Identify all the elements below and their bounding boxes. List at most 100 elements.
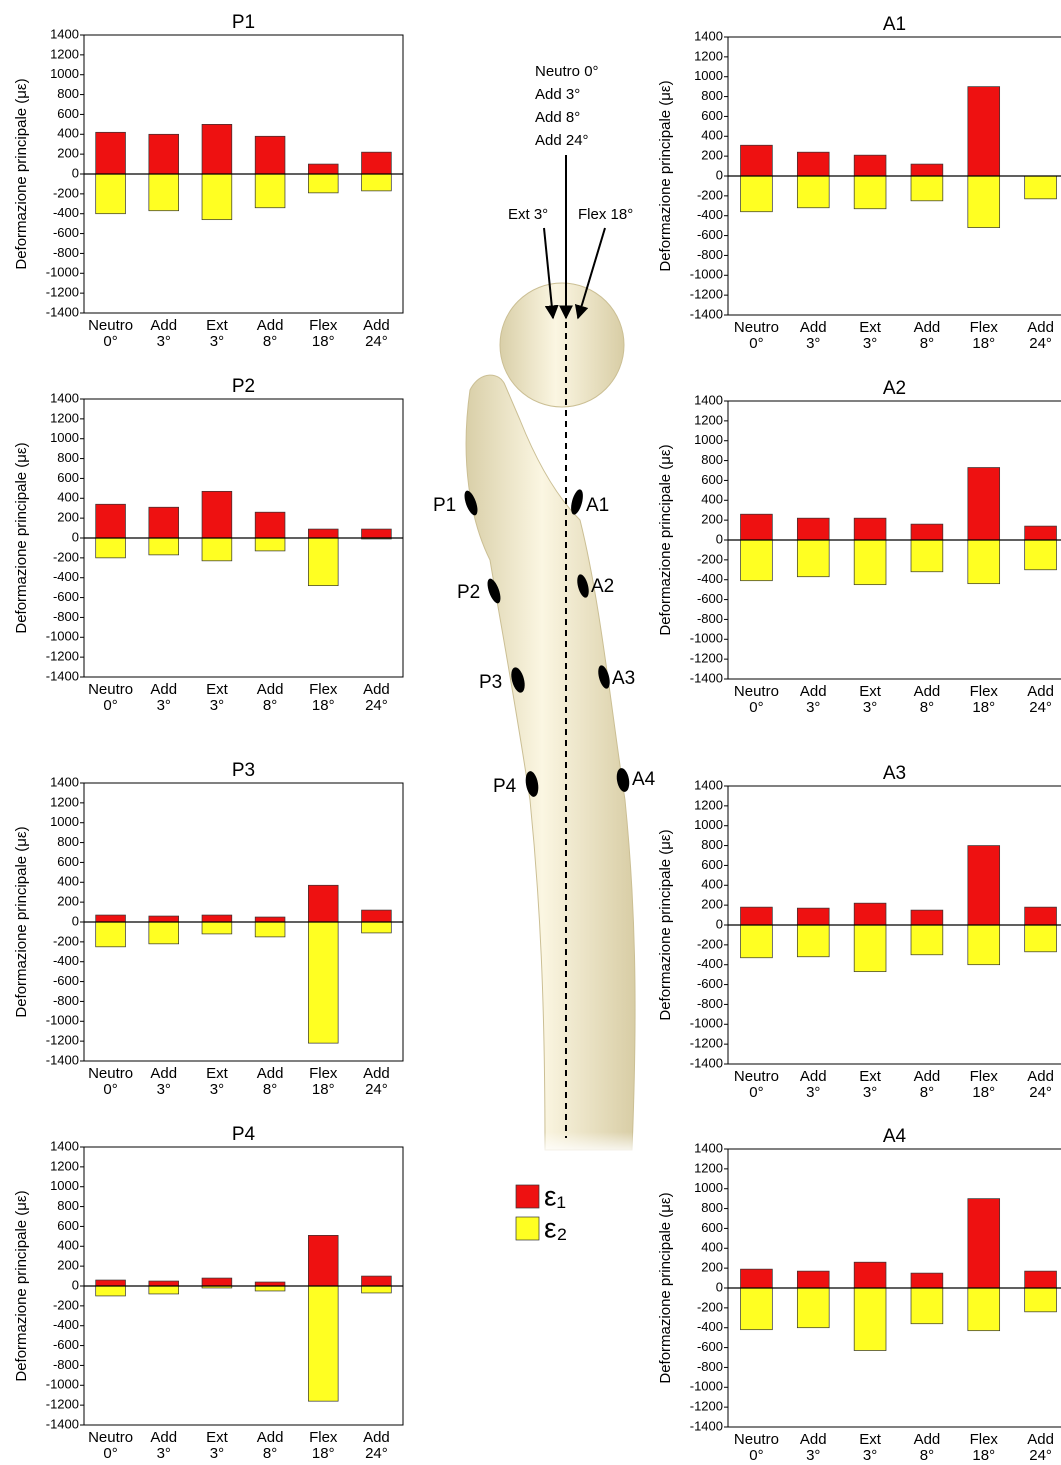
bar bbox=[308, 538, 338, 586]
y-tick-label: -1000 bbox=[690, 631, 723, 646]
y-tick-label: -1200 bbox=[46, 1397, 79, 1412]
y-tick-label: 600 bbox=[701, 472, 723, 487]
bar bbox=[308, 174, 338, 193]
x-tick-label: Ext bbox=[859, 1431, 882, 1448]
y-tick-label: 1400 bbox=[694, 777, 723, 792]
bar bbox=[911, 176, 943, 201]
x-tick-label: 0° bbox=[749, 335, 763, 352]
y-tick-label: 400 bbox=[57, 1238, 79, 1253]
y-tick-label: -400 bbox=[53, 1317, 79, 1332]
bar bbox=[1025, 540, 1057, 570]
x-tick-label: Neutro bbox=[734, 1431, 779, 1448]
y-tick-label: -400 bbox=[697, 207, 723, 222]
y-tick-label: -200 bbox=[53, 549, 79, 564]
y-tick-label: -200 bbox=[697, 187, 723, 202]
y-tick-label: 200 bbox=[701, 512, 723, 527]
y-tick-label: 1000 bbox=[694, 432, 723, 447]
bar bbox=[968, 925, 1000, 965]
gauge-label: P1 bbox=[433, 495, 456, 516]
x-tick-label: 3° bbox=[157, 1081, 171, 1098]
y-tick-label: 1200 bbox=[50, 794, 79, 809]
x-tick-label: Flex bbox=[970, 683, 999, 700]
y-tick-label: 800 bbox=[57, 1198, 79, 1213]
y-tick-label: -1200 bbox=[46, 285, 79, 300]
x-tick-label: 0° bbox=[103, 697, 117, 714]
legend-label: ε₁ bbox=[544, 1180, 566, 1211]
bar bbox=[202, 922, 232, 934]
x-tick-label: Neutro bbox=[734, 683, 779, 700]
y-tick-label: -400 bbox=[697, 956, 723, 971]
x-tick-label: 3° bbox=[806, 335, 820, 352]
bar bbox=[362, 922, 392, 933]
bar bbox=[96, 538, 126, 558]
bar bbox=[308, 922, 338, 1043]
gauge-label: P4 bbox=[493, 776, 517, 797]
x-tick-label: Add bbox=[800, 1431, 827, 1448]
bar bbox=[968, 468, 1000, 540]
chart-title: A1 bbox=[883, 14, 906, 35]
bar bbox=[741, 514, 773, 540]
x-tick-label: 8° bbox=[920, 1084, 934, 1101]
y-tick-label: 1000 bbox=[694, 817, 723, 832]
legend-swatch bbox=[516, 1185, 539, 1208]
y-axis-label: Deformazione principale (με) bbox=[13, 826, 30, 1017]
y-tick-label: 600 bbox=[57, 1218, 79, 1233]
bar bbox=[911, 1288, 943, 1324]
y-tick-label: -600 bbox=[697, 591, 723, 606]
y-tick-label: 800 bbox=[701, 1200, 723, 1215]
y-tick-label: 800 bbox=[57, 834, 79, 849]
bar bbox=[854, 540, 886, 585]
y-tick-label: 0 bbox=[716, 1279, 723, 1294]
x-tick-label: 3° bbox=[157, 1445, 171, 1462]
bar bbox=[149, 134, 179, 174]
bar bbox=[968, 176, 1000, 228]
x-tick-label: 3° bbox=[210, 1081, 224, 1098]
y-tick-label: -800 bbox=[697, 611, 723, 626]
y-tick-label: 400 bbox=[57, 126, 79, 141]
bar bbox=[362, 174, 392, 191]
gauge-label: A2 bbox=[591, 576, 614, 597]
y-tick-label: 1400 bbox=[694, 28, 723, 43]
x-tick-label: 8° bbox=[263, 1445, 277, 1462]
bar bbox=[968, 846, 1000, 925]
y-tick-label: -1200 bbox=[46, 1033, 79, 1048]
bar bbox=[255, 136, 285, 174]
y-tick-label: 0 bbox=[716, 916, 723, 931]
x-tick-label: Ext bbox=[206, 1065, 229, 1082]
x-tick-label: 3° bbox=[806, 1084, 820, 1101]
angle-label: Ext 3° bbox=[508, 206, 548, 223]
bar bbox=[202, 124, 232, 174]
x-tick-label: Flex bbox=[309, 1065, 338, 1082]
bar bbox=[968, 1288, 1000, 1331]
y-tick-label: 200 bbox=[57, 1258, 79, 1273]
x-tick-label: Add bbox=[150, 1065, 177, 1082]
y-tick-label: -1200 bbox=[690, 1036, 723, 1051]
y-tick-label: 400 bbox=[57, 874, 79, 889]
bar bbox=[797, 925, 829, 957]
y-tick-label: -600 bbox=[53, 589, 79, 604]
x-tick-label: 18° bbox=[312, 697, 335, 714]
x-tick-label: Add bbox=[1027, 683, 1054, 700]
y-tick-label: 400 bbox=[701, 128, 723, 143]
y-tick-label: -1000 bbox=[690, 267, 723, 282]
bar bbox=[149, 174, 179, 211]
bar bbox=[202, 491, 232, 538]
bar bbox=[308, 1235, 338, 1286]
y-axis-label: Deformazione principale (με) bbox=[657, 1192, 674, 1383]
gauge-label: A4 bbox=[632, 769, 656, 790]
y-tick-label: 1000 bbox=[50, 430, 79, 445]
bar bbox=[96, 174, 126, 214]
y-tick-label: -1400 bbox=[690, 1055, 723, 1070]
y-tick-label: -600 bbox=[697, 1339, 723, 1354]
y-axis-label: Deformazione principale (με) bbox=[657, 80, 674, 271]
y-axis-label: Deformazione principale (με) bbox=[13, 78, 30, 269]
x-tick-label: Add bbox=[150, 317, 177, 334]
bar bbox=[362, 910, 392, 922]
x-tick-label: 3° bbox=[863, 699, 877, 716]
x-tick-label: Add bbox=[1027, 1431, 1054, 1448]
y-axis-label: Deformazione principale (με) bbox=[13, 1190, 30, 1381]
bar bbox=[854, 903, 886, 925]
x-tick-label: 0° bbox=[103, 1445, 117, 1462]
bar bbox=[202, 174, 232, 220]
angle-label: Add 8° bbox=[535, 109, 580, 126]
